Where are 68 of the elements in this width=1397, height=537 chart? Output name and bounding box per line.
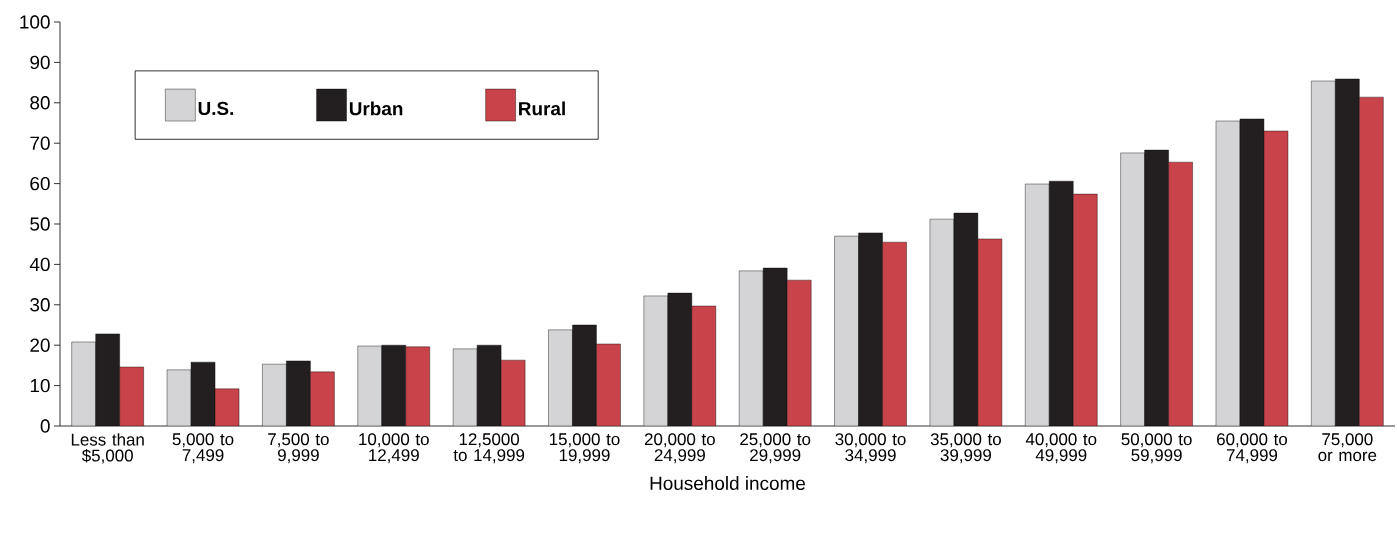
bar	[929, 218, 955, 426]
bar	[834, 235, 859, 426]
bar	[476, 345, 502, 426]
x-tick-label: Less than $5,000	[71, 433, 144, 464]
bar	[977, 238, 1003, 426]
y-tick-label: 50	[30, 217, 50, 231]
x-tick-label: 35,000 to 39,999	[930, 433, 1001, 464]
x-tick-label: 12,5000 to 14,999	[453, 433, 525, 464]
x-tick-label: 75,000 or more	[1318, 433, 1377, 462]
bar	[95, 333, 120, 426]
bar	[262, 363, 287, 426]
bar	[643, 295, 669, 426]
bar	[1263, 130, 1289, 426]
bar	[738, 270, 764, 426]
x-tick-label: 20,000 to 24,999	[644, 433, 715, 464]
bar	[1335, 78, 1360, 426]
bar	[1239, 118, 1265, 426]
bar	[71, 341, 96, 426]
y-tick-label: 60	[30, 176, 50, 191]
y-tick-label: 100	[20, 15, 50, 29]
bar	[286, 360, 311, 426]
legend-label: Urban	[349, 101, 403, 116]
legend-label: U.S.	[198, 101, 234, 116]
bar	[1215, 120, 1241, 426]
bar	[1144, 149, 1169, 426]
bar	[572, 324, 597, 426]
bar	[1120, 152, 1145, 426]
y-tick-label: 40	[29, 257, 50, 272]
x-tick-label: 60,000 to 74,999	[1217, 433, 1288, 464]
bar	[405, 346, 430, 426]
y-tick-label: 70	[30, 136, 50, 150]
x-tick-label: 25,000 to 29,999	[740, 433, 811, 464]
bar	[667, 292, 693, 426]
bar	[166, 369, 192, 426]
bar	[357, 345, 382, 426]
x-tick-label: 15,000 to 19,999	[549, 433, 620, 464]
bar	[1311, 80, 1336, 426]
x-tick-label: 7,500 to 9,999	[268, 433, 329, 464]
bar	[858, 232, 883, 426]
x-tick-label: 50,000 to 59,999	[1121, 433, 1192, 464]
x-tick-label: 5,000 to 7,499	[172, 433, 234, 464]
y-tick-label: 30	[30, 298, 50, 312]
x-tick-label: 30,000 to 34,999	[835, 433, 906, 464]
y-tick-label: 90	[30, 55, 50, 70]
bar	[548, 329, 573, 426]
y-tick-label: 80	[30, 96, 50, 110]
bar	[1025, 183, 1050, 426]
bar	[1049, 180, 1074, 426]
x-tick-label: 10,000 to 12,499	[359, 433, 429, 464]
bar	[310, 371, 335, 426]
bar	[119, 366, 144, 426]
bar	[786, 279, 812, 426]
bar	[452, 348, 478, 426]
bar	[953, 212, 979, 426]
y-tick-label: 0	[40, 419, 50, 433]
y-tick-label: 20	[30, 338, 50, 352]
bar	[596, 343, 621, 426]
y-tick-label: 10	[30, 378, 50, 393]
bar	[1168, 161, 1193, 426]
x-axis-title: Household income	[650, 476, 805, 490]
bar	[882, 241, 907, 426]
bar	[1359, 96, 1384, 426]
legend-label: Rural	[519, 101, 565, 116]
bar	[381, 345, 406, 426]
bar	[762, 267, 788, 426]
bar	[691, 305, 717, 426]
bar	[1073, 193, 1098, 426]
x-tick-label: 40,000 to 49,999	[1025, 433, 1097, 464]
